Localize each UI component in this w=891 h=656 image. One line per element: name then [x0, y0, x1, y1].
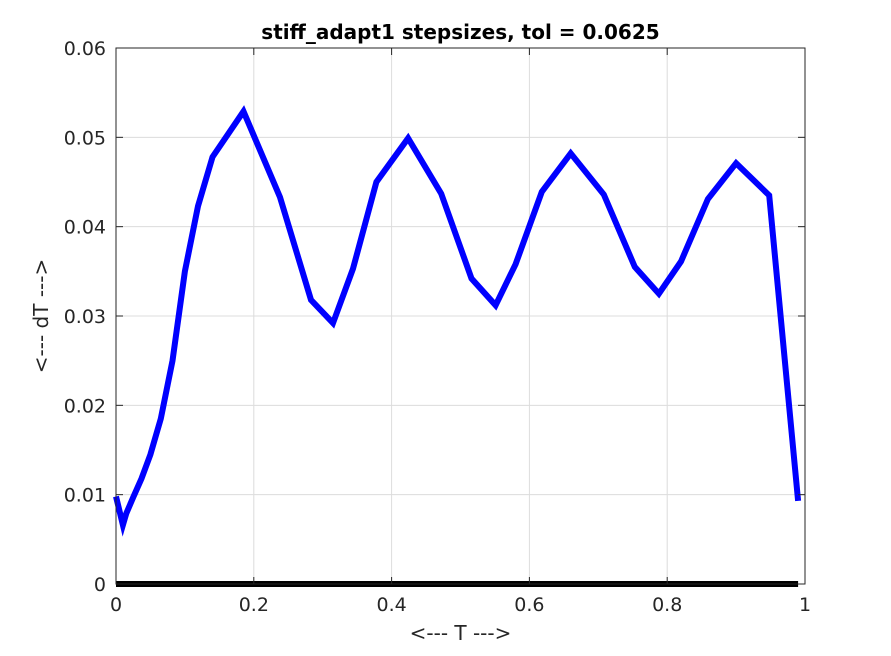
x-axis-label: <--- T ---> — [410, 621, 512, 645]
x-tick-label: 0.6 — [514, 594, 544, 616]
x-tick-label: 0.4 — [376, 594, 406, 616]
x-tick-label: 0.2 — [239, 594, 269, 616]
series-line-1 — [113, 105, 802, 537]
x-tick-label: 1 — [799, 594, 811, 616]
ticks: 0 0.2 0.4 0.6 0.8 1 0 0.01 0.02 0.03 0.04 0.05 0.06 — [64, 38, 811, 616]
x-tick-label: 0.8 — [652, 594, 682, 616]
y-tick-label: 0 — [94, 574, 106, 596]
x-tick-label: 0 — [110, 594, 122, 616]
y-tick-label: 0.06 — [64, 38, 106, 60]
y-tick-label: 0.01 — [64, 485, 106, 507]
y-tick-label: 0.02 — [64, 395, 106, 417]
chart-title: stiff_adapt1 stepsizes, tol = 0.0625 — [261, 20, 659, 44]
y-tick-label: 0.03 — [64, 306, 106, 328]
y-axis-label: <--- dT ---> — [29, 259, 53, 373]
y-tick-label: 0.05 — [64, 127, 106, 149]
grid — [115, 47, 806, 585]
y-tick-label: 0.04 — [64, 217, 106, 239]
